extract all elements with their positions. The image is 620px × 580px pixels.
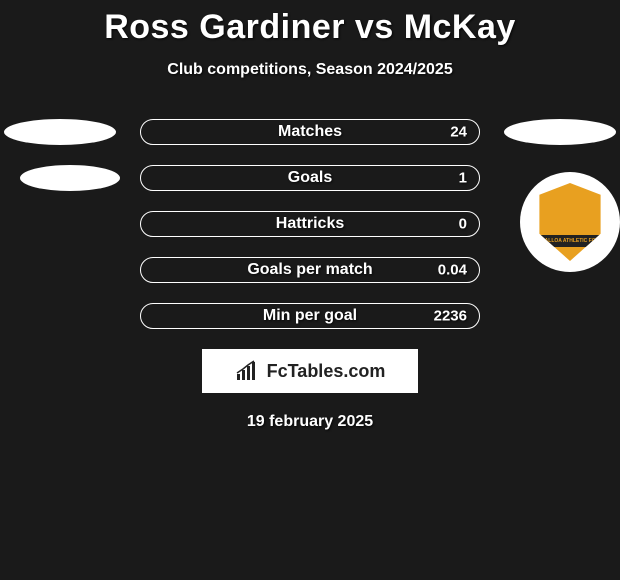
- stat-value-right: 1: [459, 170, 467, 187]
- subtitle: Club competitions, Season 2024/2025: [0, 61, 620, 79]
- brand-badge[interactable]: FcTables.com: [202, 349, 418, 393]
- page-title: Ross Gardiner vs McKay: [0, 8, 620, 47]
- right-club-crest: ALLOA ATHLETIC FC: [520, 172, 620, 272]
- stat-value-right: 0.04: [438, 262, 467, 279]
- left-club-badge-placeholder: [4, 119, 116, 145]
- stat-label: Matches: [278, 123, 342, 141]
- stat-label: Min per goal: [263, 307, 357, 325]
- stat-bar: Goals per match 0.04: [140, 257, 480, 283]
- stat-row-min-per-goal: Min per goal 2236: [0, 303, 620, 329]
- shield-icon: ALLOA ATHLETIC FC: [536, 183, 604, 261]
- stat-label: Hattricks: [276, 215, 344, 233]
- stat-value-right: 24: [450, 124, 467, 141]
- stat-value-right: 0: [459, 216, 467, 233]
- left-club-badge-placeholder: [20, 165, 120, 191]
- stat-bar: Goals 1: [140, 165, 480, 191]
- stat-bar: Min per goal 2236: [140, 303, 480, 329]
- stat-bar: Hattricks 0: [140, 211, 480, 237]
- right-club-badge-placeholder: [504, 119, 616, 145]
- stat-row-goals: Goals 1: [0, 165, 620, 191]
- stat-bar: Matches 24: [140, 119, 480, 145]
- stat-label: Goals per match: [247, 261, 372, 279]
- stat-value-right: 2236: [434, 308, 467, 325]
- stat-label: Goals: [288, 169, 332, 187]
- date-text: 19 february 2025: [0, 413, 620, 431]
- crest-label: ALLOA ATHLETIC FC: [536, 235, 604, 247]
- stat-row-goals-per-match: Goals per match 0.04: [0, 257, 620, 283]
- bar-chart-icon: [235, 360, 261, 382]
- stat-row-matches: Matches 24: [0, 119, 620, 145]
- brand-text: FcTables.com: [267, 361, 386, 382]
